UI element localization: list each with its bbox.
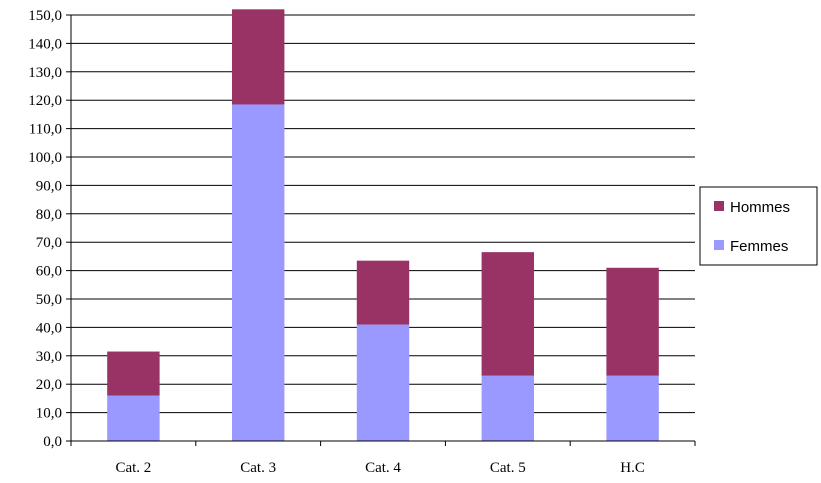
x-tick-label: Cat. 3 xyxy=(240,460,276,476)
bar-hommes-5 xyxy=(606,267,659,376)
legend-label-hommes: Hommes xyxy=(730,199,790,216)
bar-femmes-2 xyxy=(231,104,285,442)
y-tick-label: 130,0 xyxy=(28,65,62,81)
x-tick-label: H.C xyxy=(620,460,645,476)
x-tick-label: Cat. 2 xyxy=(115,460,151,476)
y-tick-label: 100,0 xyxy=(28,150,62,166)
y-tick-label: 80,0 xyxy=(36,207,62,223)
y-tick-label: 10,0 xyxy=(36,406,62,422)
x-axis-tick-labels: Cat. 2 Cat. 3 Cat. 4 Cat. 5 H.C xyxy=(115,460,644,476)
legend-box xyxy=(699,186,818,266)
y-tick-label: 70,0 xyxy=(36,235,62,251)
x-tick-label: Cat. 4 xyxy=(365,460,401,476)
bar-hommes-4 xyxy=(481,252,535,376)
axes xyxy=(70,15,696,446)
y-tick-label: 110,0 xyxy=(29,122,62,138)
legend-swatch-hommes xyxy=(714,201,724,211)
y-tick-label: 40,0 xyxy=(36,320,62,336)
legend: Hommes Femmes xyxy=(699,186,818,266)
bar-hommes-2 xyxy=(231,9,285,105)
legend-label-femmes: Femmes xyxy=(730,238,788,255)
legend-swatch-femmes xyxy=(714,240,724,250)
bar-femmes-3 xyxy=(356,324,410,441)
y-tick-label: 20,0 xyxy=(36,377,62,393)
y-tick-label: 150,0 xyxy=(28,8,62,24)
bar-femmes-4 xyxy=(481,375,535,441)
y-tick-label: 90,0 xyxy=(36,178,62,194)
y-axis-tick-labels: 0,0 10,0 20,0 30,0 40,0 50,0 60,0 70,0 80,0 90,0 1… xyxy=(28,8,62,450)
bars xyxy=(107,9,659,442)
y-tick-label: 60,0 xyxy=(36,264,62,280)
x-tick-label: Cat. 5 xyxy=(490,460,526,476)
y-tick-label: 0,0 xyxy=(43,434,62,450)
y-tick-label: 50,0 xyxy=(36,292,62,308)
bar-hommes-1 xyxy=(107,351,160,396)
bar-hommes-3 xyxy=(356,260,410,325)
y-tick-label: 30,0 xyxy=(36,349,62,365)
bar-femmes-1 xyxy=(107,395,160,441)
bar-femmes-5 xyxy=(606,375,659,441)
y-tick-label: 120,0 xyxy=(28,93,62,109)
y-tick-label: 140,0 xyxy=(28,36,62,52)
